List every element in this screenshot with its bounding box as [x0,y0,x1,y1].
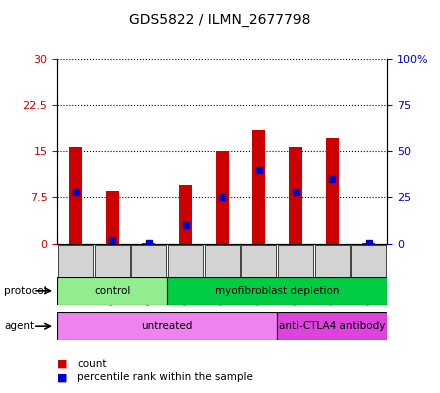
Bar [363,243,375,244]
Bar [69,147,82,244]
Bar [106,191,119,244]
Bar [241,245,276,303]
Text: agent: agent [4,321,34,331]
Text: ■: ■ [57,358,68,369]
Text: percentile rank within the sample: percentile rank within the sample [77,372,253,382]
Bar [315,245,350,303]
Bar [253,130,265,244]
Bar [167,277,387,305]
Bar [289,147,302,244]
Text: myofibroblast depletion: myofibroblast depletion [215,286,339,296]
Bar [168,245,203,303]
Bar [179,185,192,244]
Text: ■: ■ [57,372,68,382]
Bar [351,245,386,303]
Bar [58,245,93,303]
Bar [216,151,229,244]
Bar [277,312,387,340]
Text: untreated: untreated [142,321,193,331]
Bar [326,138,339,244]
Text: protocol: protocol [4,286,47,296]
Text: GDS5822 / ILMN_2677798: GDS5822 / ILMN_2677798 [129,13,311,27]
Text: count: count [77,358,106,369]
Bar [143,243,155,244]
Bar [57,277,167,305]
Text: control: control [94,286,130,296]
Bar [57,312,277,340]
Bar [205,245,240,303]
Text: anti-CTLA4 antibody: anti-CTLA4 antibody [279,321,385,331]
Bar [131,245,166,303]
Bar [278,245,313,303]
Bar [95,245,130,303]
